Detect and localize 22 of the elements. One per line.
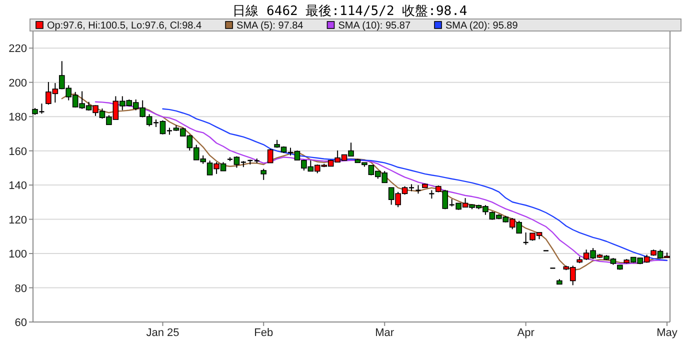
y-tick-label: 180 [8,112,27,124]
y-tick-label: 120 [8,214,27,226]
y-tick-label: 140 [8,180,27,192]
y-tick-label: 200 [8,77,27,90]
y-tick-label: 100 [8,248,27,261]
y-tick-label: 80 [14,282,27,295]
y-tick-label: 160 [8,146,27,158]
x-tick-label: Jan 25 [146,327,180,339]
x-tick-label: Apr [517,327,535,339]
x-tick-label: May [656,327,678,339]
chart-title: 日線 6462 最後:114/5/2 收盤:98.4 [232,4,468,19]
legend-label: SMA (5): 97.84 [236,20,304,32]
x-tick-label: Feb [254,327,274,339]
x-tick-label: Mar [375,327,394,339]
legend-label: SMA (10): 95.87 [338,20,411,32]
line-series [162,108,668,261]
y-tick-label: 220 [8,43,27,56]
candlestick [267,148,274,164]
legend-label: SMA (20): 95.89 [446,20,518,32]
y-tick-label: 60 [14,317,27,329]
legend-label: Op:97.6, Hi:100.5, Lo:97.6, Cl:98.4 [47,20,202,32]
candlestick [260,168,266,180]
